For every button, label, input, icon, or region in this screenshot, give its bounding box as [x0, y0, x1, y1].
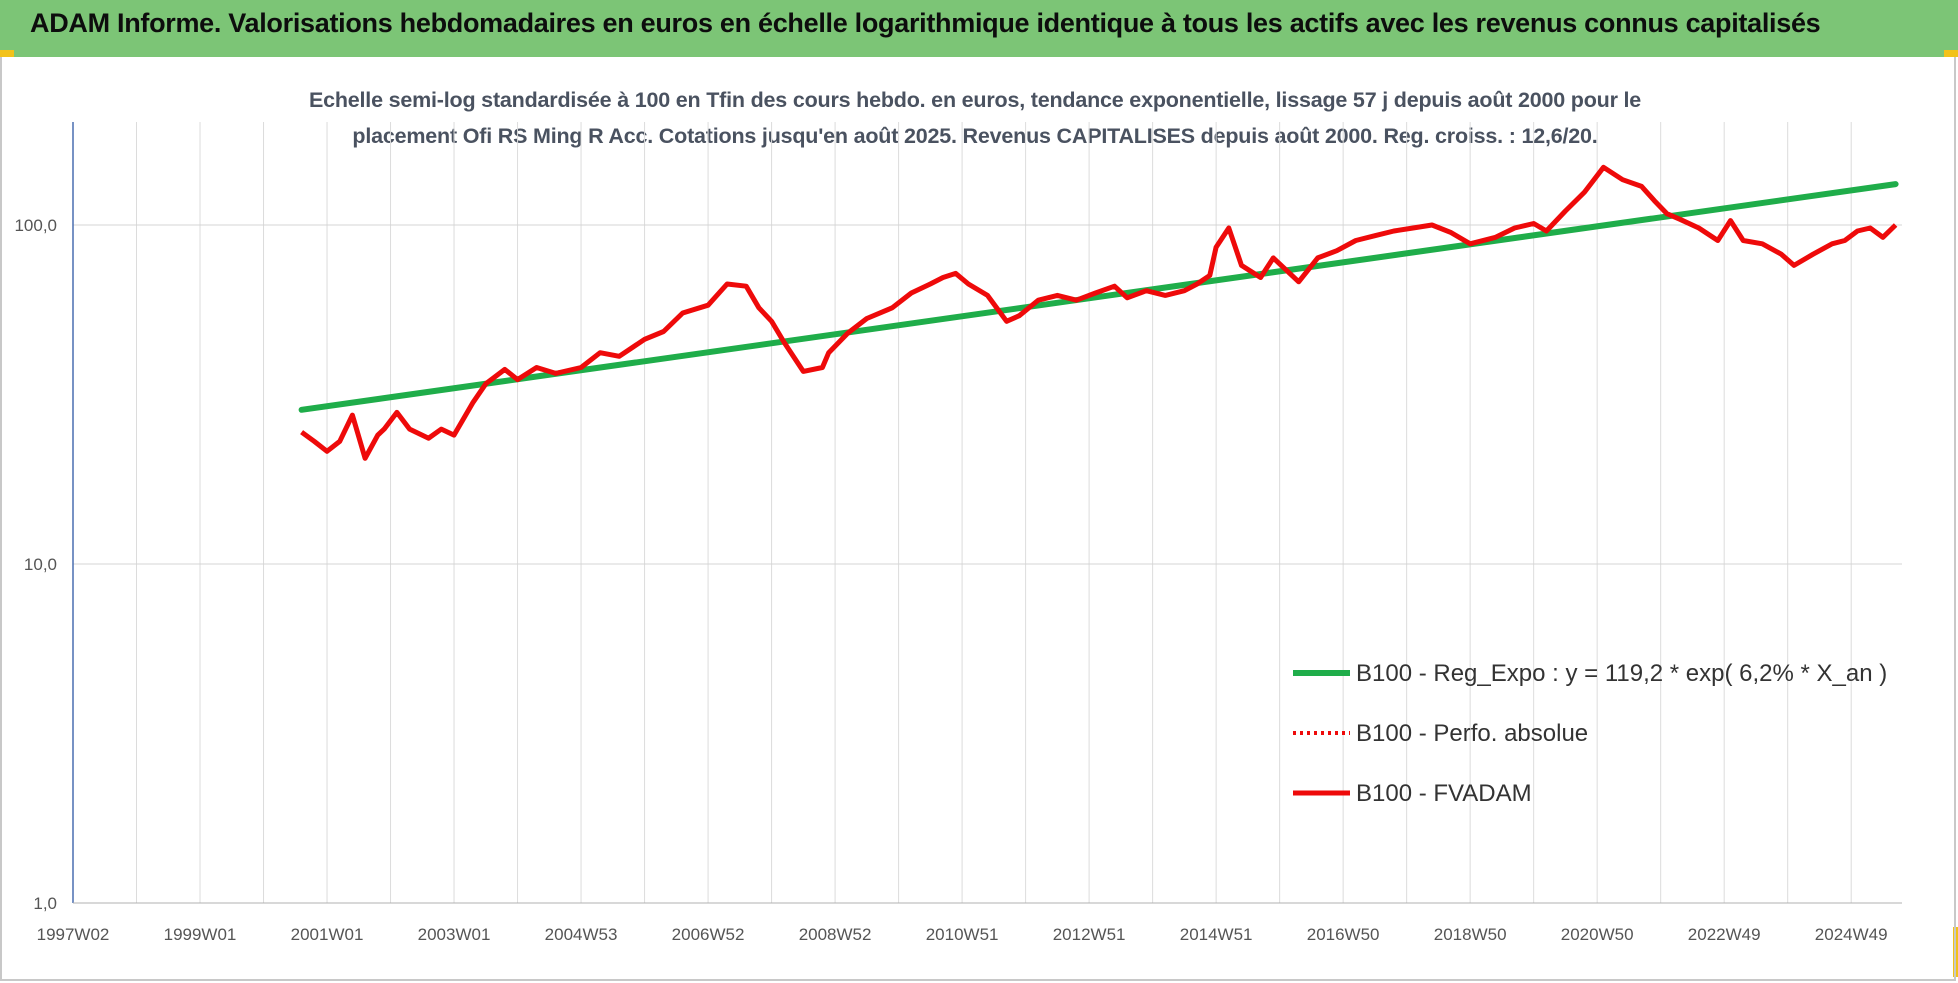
chart-subtitle-line-1: Echelle semi-log standardisée à 100 en T…: [308, 88, 1642, 112]
x-tick-label: 2020W50: [1561, 925, 1634, 944]
corner-marker: [0, 50, 14, 57]
x-tick-label: 2022W49: [1688, 925, 1761, 944]
header-bar: ADAM Informe. Valorisations hebdomadaire…: [0, 0, 1958, 57]
x-tick-label: 2024W49: [1815, 925, 1888, 944]
x-tick-label: 2004W53: [545, 925, 618, 944]
y-tick-label: 10,0: [24, 555, 57, 574]
x-tick-label: 2006W52: [672, 925, 745, 944]
legend-label: B100 - Perfo. absolue: [1356, 720, 1588, 747]
x-tick-label: 1999W01: [164, 925, 237, 944]
x-tick-label: 2003W01: [418, 925, 491, 944]
x-tick-label: 2018W50: [1434, 925, 1507, 944]
chart-frame: [0, 57, 1956, 981]
x-tick-label: 1997W02: [37, 925, 110, 944]
legend-label: B100 - Reg_Expo : y = 119,2 * exp( 6,2% …: [1356, 660, 1887, 687]
series-line-reg-expo: [298, 181, 1899, 413]
chart-subtitle-line-2: placement Ofi RS Ming R Acc. Cotations j…: [352, 124, 1598, 148]
series-line-fvadam: [300, 164, 1898, 461]
x-tick-label: 2008W52: [799, 925, 872, 944]
x-tick-label: 2014W51: [1180, 925, 1253, 944]
corner-marker: [1944, 50, 1958, 57]
page-title: ADAM Informe. Valorisations hebdomadaire…: [30, 8, 1821, 38]
x-tick-label: 2001W01: [291, 925, 364, 944]
y-tick-label: 1,0: [33, 894, 57, 913]
y-tick-label: 100,0: [14, 216, 57, 235]
x-tick-label: 2010W51: [926, 925, 999, 944]
x-tick-label: 2016W50: [1307, 925, 1380, 944]
legend-label: B100 - FVADAM: [1356, 780, 1532, 807]
x-tick-label: 2012W51: [1053, 925, 1126, 944]
